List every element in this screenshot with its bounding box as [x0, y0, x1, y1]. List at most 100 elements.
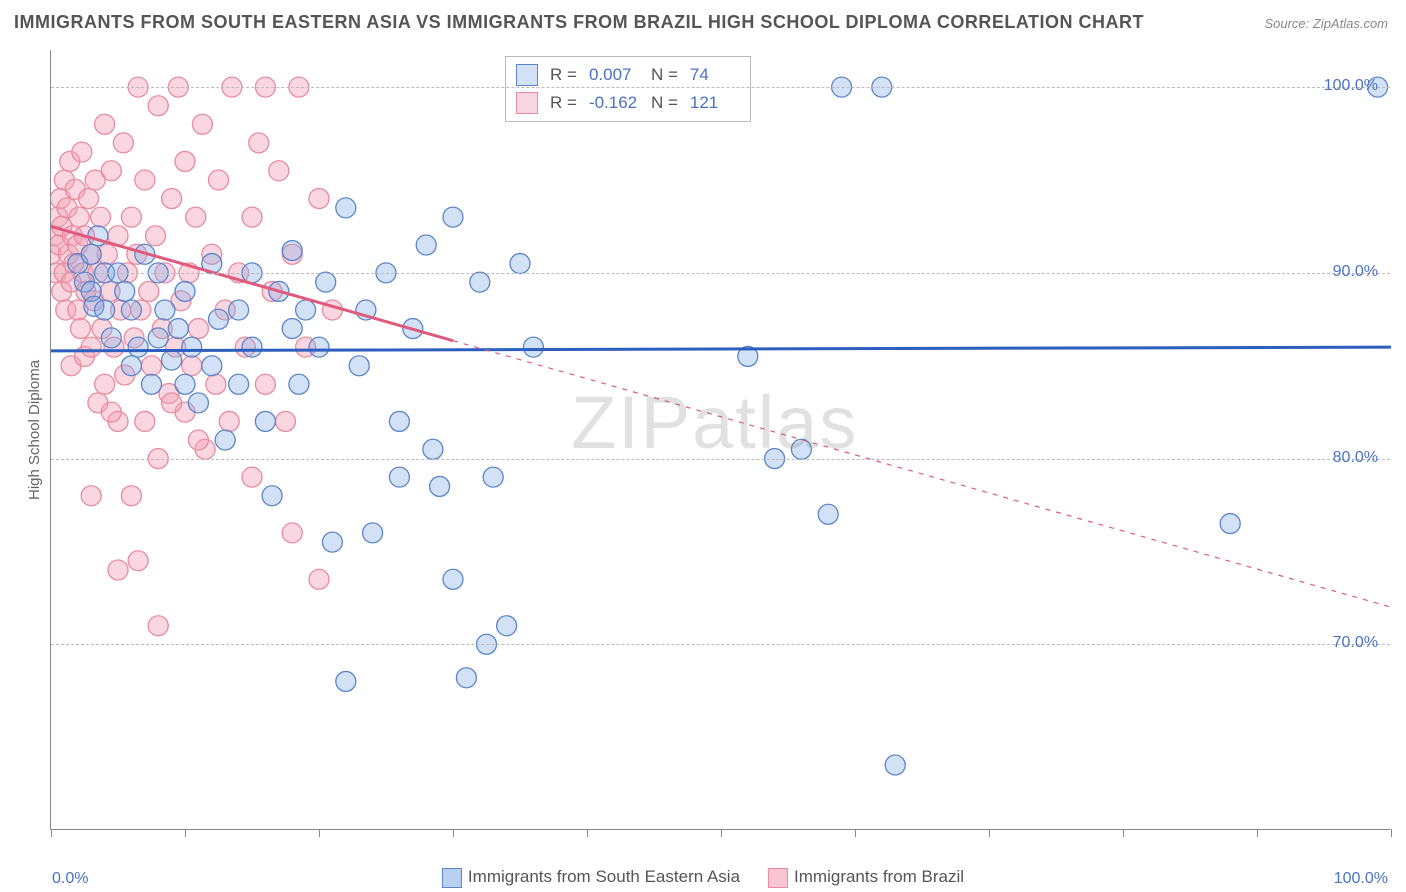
data-point: [497, 616, 517, 636]
data-point: [175, 374, 195, 394]
data-point: [95, 114, 115, 134]
trend-line-extrapolated: [453, 341, 1391, 608]
data-point: [121, 207, 141, 227]
data-point: [443, 207, 463, 227]
legend-label: Immigrants from Brazil: [794, 867, 964, 886]
data-point: [229, 300, 249, 320]
data-point: [206, 374, 226, 394]
data-point: [121, 300, 141, 320]
legend-label: Immigrants from South Eastern Asia: [468, 867, 740, 886]
x-tick: [1391, 829, 1392, 837]
data-point: [72, 142, 92, 162]
legend-swatch: [442, 868, 462, 888]
stat-label: R =: [550, 61, 577, 89]
gridline: [51, 87, 1390, 88]
data-point: [309, 569, 329, 589]
stat-n-value: 121: [690, 89, 740, 117]
data-point: [135, 411, 155, 431]
x-tick: [1123, 829, 1124, 837]
data-point: [389, 467, 409, 487]
legend-item: Immigrants from Brazil: [768, 867, 964, 888]
data-point: [139, 281, 159, 301]
data-point: [349, 356, 369, 376]
data-point: [128, 337, 148, 357]
data-point: [101, 328, 121, 348]
data-point: [162, 393, 182, 413]
data-point: [188, 319, 208, 339]
data-point: [363, 523, 383, 543]
gridline: [51, 459, 1390, 460]
x-tick: [319, 829, 320, 837]
stats-row: R =-0.162N =121: [516, 89, 740, 117]
data-point: [242, 337, 262, 357]
data-point: [296, 300, 316, 320]
data-point: [510, 254, 530, 274]
data-point: [209, 309, 229, 329]
data-point: [188, 393, 208, 413]
stat-r-value: -0.162: [589, 89, 639, 117]
data-point: [443, 569, 463, 589]
data-point: [121, 486, 141, 506]
stat-label: N =: [651, 61, 678, 89]
data-point: [470, 272, 490, 292]
data-point: [148, 616, 168, 636]
data-point: [162, 189, 182, 209]
data-point: [142, 356, 162, 376]
data-point: [389, 411, 409, 431]
data-point: [523, 337, 543, 357]
data-point: [209, 170, 229, 190]
data-point: [81, 244, 101, 264]
data-point: [202, 356, 222, 376]
y-axis-label: High School Diploma: [26, 360, 43, 500]
stat-r-value: 0.007: [589, 61, 639, 89]
data-point: [242, 207, 262, 227]
y-tick-label: 90.0%: [1333, 263, 1378, 281]
data-point: [108, 560, 128, 580]
data-point: [70, 319, 90, 339]
data-point: [818, 504, 838, 524]
data-point: [255, 374, 275, 394]
data-point: [81, 486, 101, 506]
data-point: [309, 337, 329, 357]
data-point: [215, 430, 235, 450]
gridline: [51, 644, 1390, 645]
data-point: [456, 668, 476, 688]
legend-swatch: [516, 92, 538, 114]
data-point: [416, 235, 436, 255]
y-tick-label: 80.0%: [1333, 449, 1378, 467]
data-point: [276, 411, 296, 431]
data-point: [242, 467, 262, 487]
data-point: [155, 300, 175, 320]
data-point: [219, 411, 239, 431]
data-point: [69, 207, 89, 227]
data-point: [289, 374, 309, 394]
legend-item: Immigrants from South Eastern Asia: [442, 867, 740, 888]
data-point: [430, 476, 450, 496]
data-point: [269, 161, 289, 181]
data-point: [148, 96, 168, 116]
data-point: [885, 755, 905, 775]
data-point: [1220, 514, 1240, 534]
data-point: [262, 486, 282, 506]
data-point: [115, 281, 135, 301]
data-point: [322, 532, 342, 552]
source-attribution: Source: ZipAtlas.com: [1264, 16, 1388, 31]
x-tick: [587, 829, 588, 837]
correlation-stats-box: R =0.007N =74R =-0.162N =121: [505, 56, 751, 122]
data-point: [282, 241, 302, 261]
data-point: [483, 467, 503, 487]
legend-swatch: [516, 64, 538, 86]
data-point: [336, 671, 356, 691]
stats-row: R =0.007N =74: [516, 61, 740, 89]
data-point: [309, 189, 329, 209]
data-point: [282, 523, 302, 543]
x-tick: [185, 829, 186, 837]
data-point: [128, 551, 148, 571]
x-tick: [1257, 829, 1258, 837]
y-tick-label: 100.0%: [1324, 77, 1378, 95]
scatter-svg: [51, 50, 1391, 830]
x-tick: [721, 829, 722, 837]
gridline: [51, 273, 1390, 274]
legend-swatch: [768, 868, 788, 888]
stat-label: N =: [651, 89, 678, 117]
